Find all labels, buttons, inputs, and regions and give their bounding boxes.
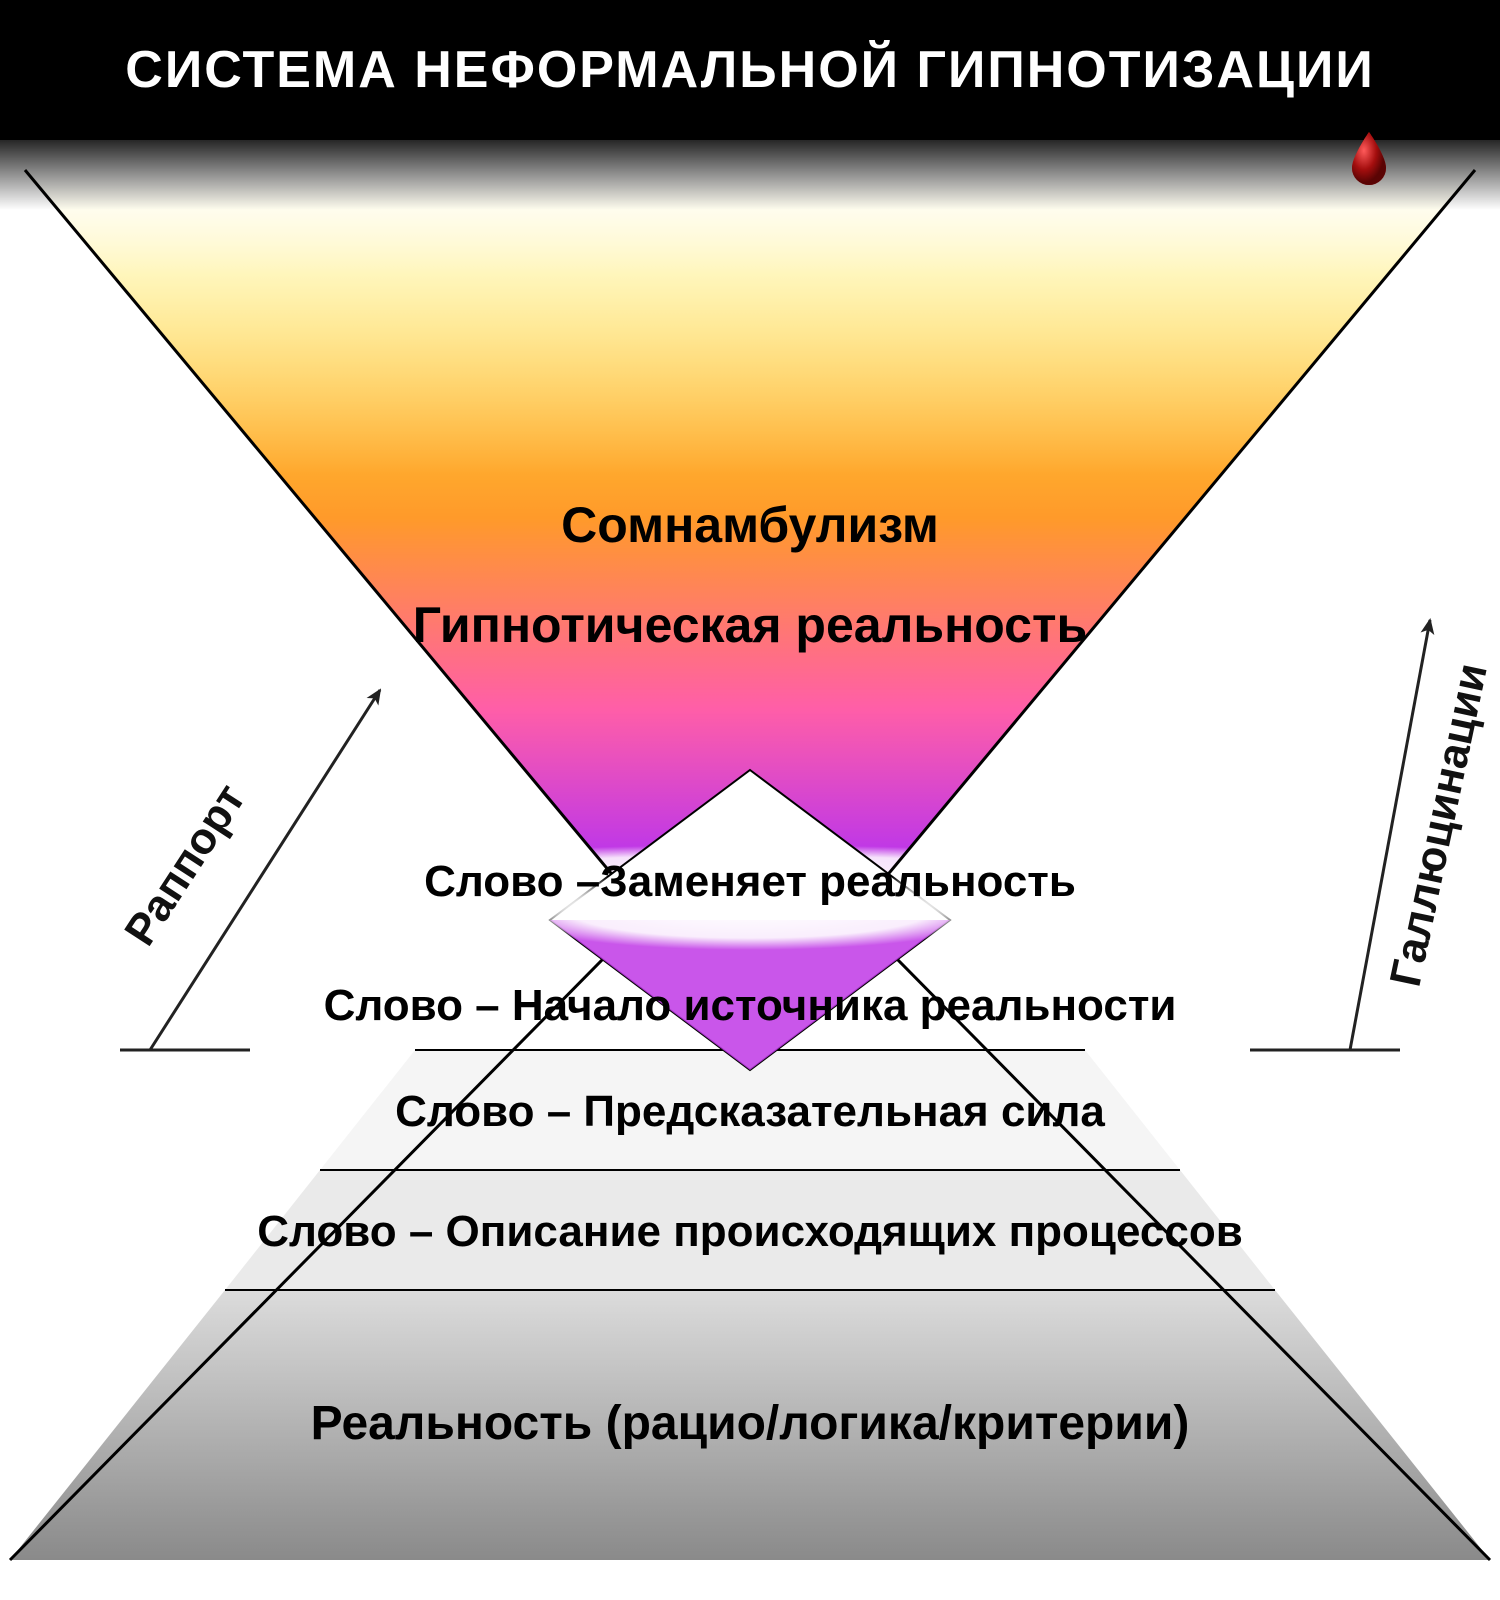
label-word-replaces-reality: Слово –Заменяет реальность <box>0 858 1500 906</box>
blood-drop-icon <box>1348 130 1390 186</box>
label-reality-base: Реальность (рацио/логика/критерии) <box>0 1398 1500 1451</box>
header-fade <box>0 140 1500 210</box>
stage: СИСТЕМА НЕФОРМАЛЬНОЙ ГИПНОТИЗАЦИИ <box>0 0 1500 1600</box>
label-somnambulism: Сомнамбулизм <box>0 498 1500 553</box>
label-word-describe: Слово – Описание происходящих процессов <box>0 1208 1500 1256</box>
label-hypnotic-reality: Гипнотическая реальность <box>0 598 1500 653</box>
label-word-predictive: Слово – Предсказательная сила <box>0 1088 1500 1136</box>
label-word-source-reality: Слово – Начало источника реальности <box>0 982 1500 1030</box>
